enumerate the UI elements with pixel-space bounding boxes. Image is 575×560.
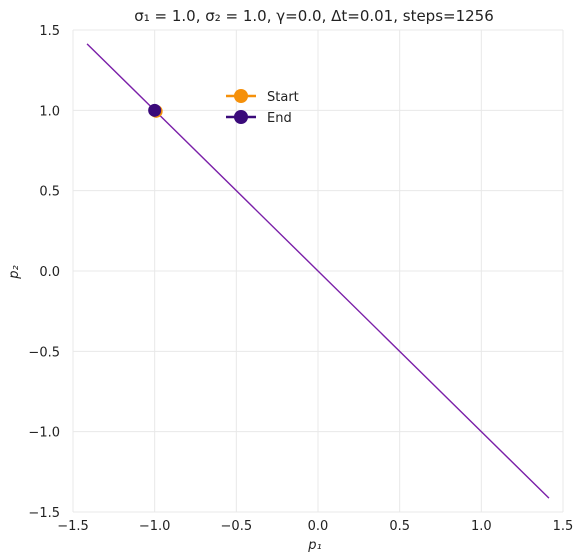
grid-lines (72, 29, 564, 513)
y-tick-label: 1.0 (39, 104, 60, 119)
end-marker (148, 103, 162, 117)
marker-group (148, 103, 163, 118)
chart-title: σ₁ = 1.0, σ₂ = 1.0, γ=0.0, Δt=0.01, step… (134, 7, 494, 25)
legend: Start End (226, 89, 299, 126)
legend-marker-end (234, 110, 248, 124)
y-tick-label: 0.0 (39, 265, 60, 280)
y-tick-label: −0.5 (28, 345, 60, 360)
y-tick-label: 0.5 (39, 185, 60, 200)
legend-marker-start (234, 89, 248, 103)
x-tick-label: 1.5 (553, 519, 574, 534)
y-tick-label: −1.5 (28, 506, 60, 521)
legend-label-end: End (267, 111, 292, 126)
x-axis-label: p₁ (307, 538, 321, 553)
y-tick-label: −1.0 (28, 426, 60, 441)
x-tick-label: 0.5 (389, 519, 410, 534)
trajectory-line (86, 43, 550, 499)
y-tick-labels: −1.5 −1.0 −0.5 0.0 0.5 1.0 1.5 (28, 24, 60, 521)
legend-label-start: Start (267, 90, 299, 105)
x-tick-label: 1.0 (471, 519, 492, 534)
y-tick-label: 1.5 (39, 24, 60, 39)
series-group (86, 43, 550, 499)
x-tick-label: −0.5 (221, 519, 253, 534)
x-tick-labels: −1.5 −1.0 −0.5 0.0 0.5 1.0 1.5 (57, 519, 573, 534)
x-tick-label: −1.0 (139, 519, 171, 534)
x-tick-label: 0.0 (308, 519, 329, 534)
x-tick-label: −1.5 (57, 519, 89, 534)
y-axis-label: p₂ (7, 265, 22, 279)
